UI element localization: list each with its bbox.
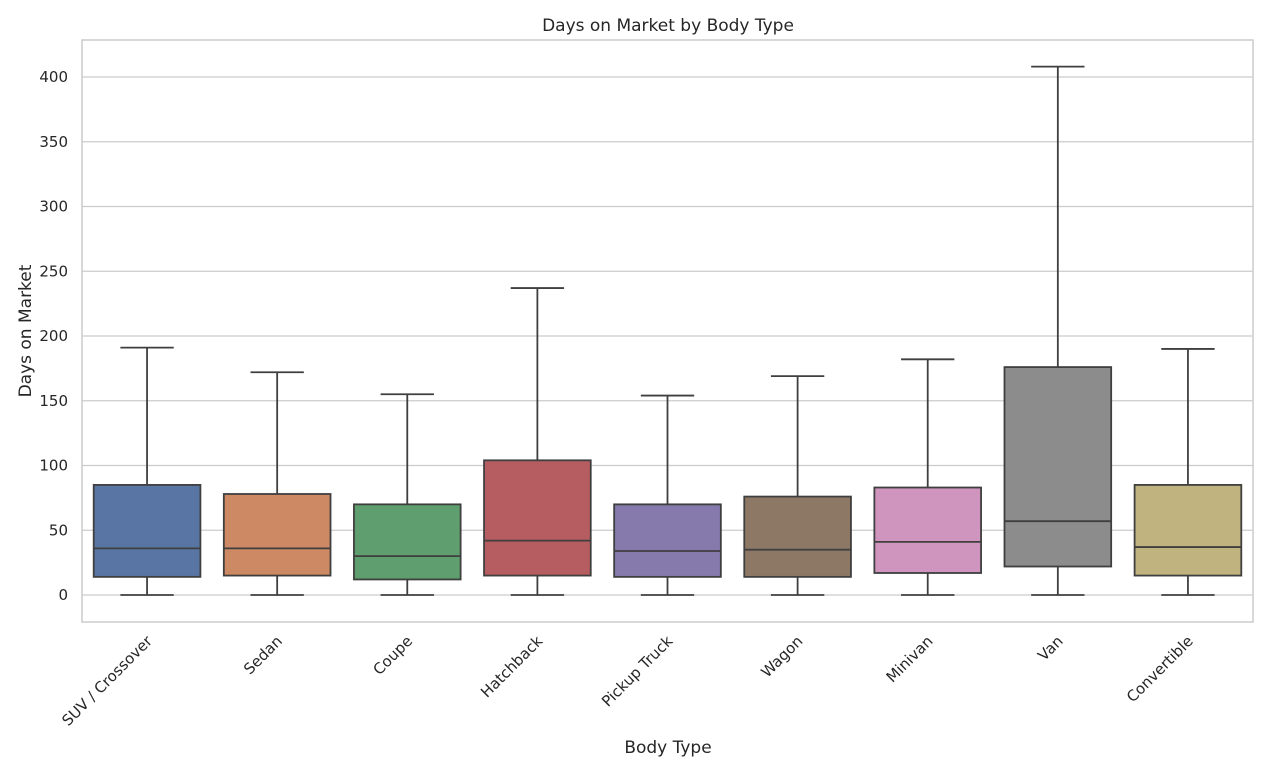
x-tick-label: Wagon <box>757 632 806 681</box>
chart-title: Days on Market by Body Type <box>542 16 794 36</box>
x-tick-label: Pickup Truck <box>598 632 677 711</box>
plot-area-frame <box>81 39 1254 623</box>
box-coupe <box>353 393 462 596</box>
y-tick-label: 400 <box>39 68 68 86</box>
iqr-box <box>222 493 332 577</box>
x-tick-label: Minivan <box>883 632 937 686</box>
iqr-box <box>483 459 592 577</box>
boxes <box>92 65 1243 596</box>
y-tick-label: 300 <box>39 198 68 216</box>
iqr-box <box>613 503 722 578</box>
y-tick-label: 150 <box>39 392 68 410</box>
y-axis-title: Days on Market <box>16 264 36 397</box>
x-tick-label: Van <box>1034 632 1066 664</box>
x-tick-label: Convertible <box>1123 632 1197 706</box>
box-wagon <box>743 375 852 596</box>
iqr-box <box>873 486 982 574</box>
box-van <box>1003 65 1113 596</box>
iqr-box <box>1133 484 1243 577</box>
x-axis-ticks: SUV / Crossover Sedan Coupe Hatchback Pickup… <box>58 632 1196 730</box>
y-tick-label: 200 <box>39 327 68 345</box>
box-hatchback <box>483 287 592 596</box>
y-tick-label: 350 <box>39 133 68 151</box>
box-suv-crossover <box>92 346 202 596</box>
y-tick-label: 100 <box>39 457 68 475</box>
x-tick-label: Coupe <box>369 632 416 679</box>
x-tick-label: Hatchback <box>477 632 546 701</box>
box-convertible <box>1133 348 1243 596</box>
iqr-box <box>1003 366 1113 568</box>
y-axis-ticks: 0 50 100 150 200 250 300 350 400 <box>39 68 68 604</box>
box-sedan <box>222 371 332 596</box>
y-tick-label: 250 <box>39 262 68 280</box>
x-axis-title: Body Type <box>624 738 711 758</box>
iqr-box <box>92 484 202 578</box>
y-tick-label: 0 <box>58 586 68 604</box>
x-tick-label: SUV / Crossover <box>58 632 156 730</box>
iqr-box <box>353 503 462 581</box>
iqr-box <box>743 495 852 578</box>
box-pickup-truck <box>613 394 722 596</box>
x-tick-label: Sedan <box>240 632 286 678</box>
box-minivan <box>873 358 982 596</box>
y-tick-label: 50 <box>49 521 68 539</box>
